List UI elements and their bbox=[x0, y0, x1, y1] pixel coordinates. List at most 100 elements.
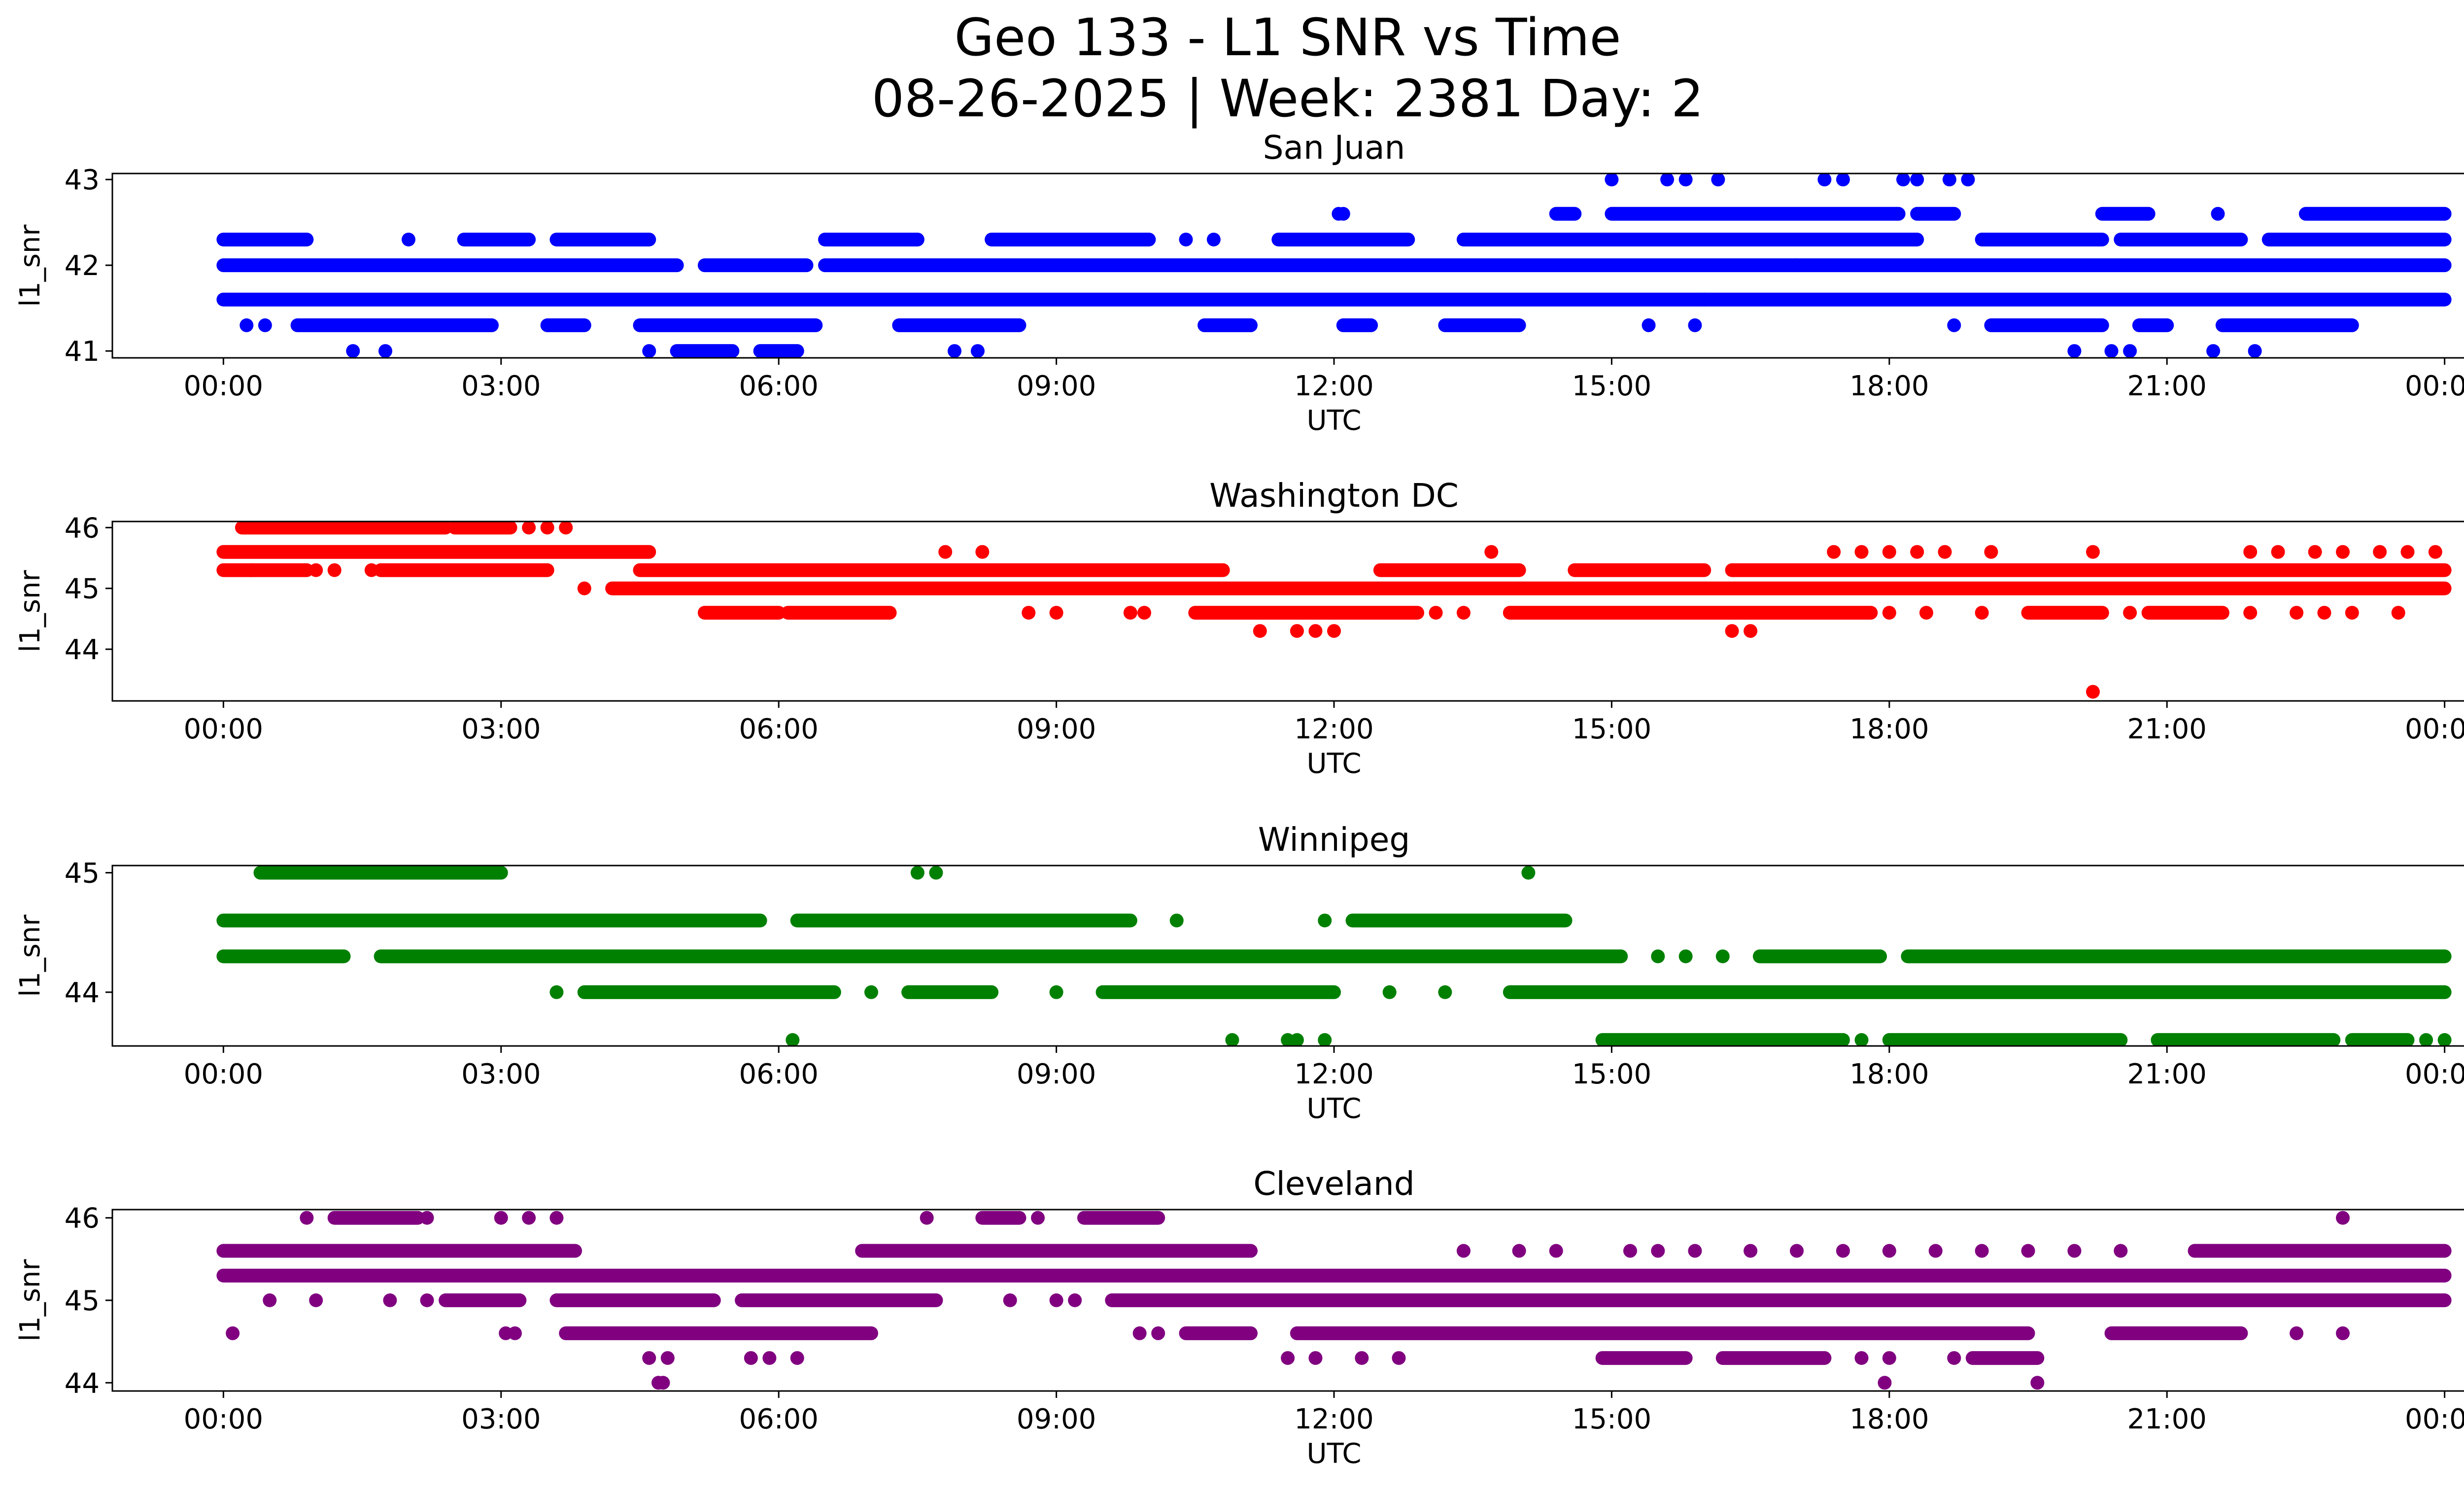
data-point bbox=[2419, 1033, 2433, 1046]
data-point bbox=[2243, 545, 2258, 559]
y-tick-label: 45 bbox=[65, 1285, 100, 1317]
scatter-points bbox=[216, 522, 2452, 699]
data-point bbox=[244, 563, 258, 577]
data-point bbox=[1392, 1351, 1406, 1365]
data-point bbox=[1003, 1293, 1017, 1307]
data-point bbox=[327, 563, 342, 577]
data-point bbox=[2400, 545, 2415, 559]
data-point bbox=[1678, 174, 1693, 187]
data-point bbox=[1456, 606, 1471, 620]
data-point bbox=[549, 985, 564, 999]
data-point bbox=[1123, 606, 1137, 620]
data-point bbox=[1928, 1244, 1943, 1258]
figure-title: Geo 133 - L1 SNR vs Time 08-26-2025 | We… bbox=[0, 7, 2464, 129]
data-point bbox=[1711, 174, 1725, 187]
data-point bbox=[1790, 1244, 1804, 1258]
figure-title-line-2: 08-26-2025 | Week: 2381 Day: 2 bbox=[871, 69, 1704, 129]
data-point bbox=[2123, 606, 2137, 620]
data-point bbox=[1725, 624, 1739, 638]
x-tick-label: 15:00 bbox=[1572, 370, 1651, 402]
x-tick-label: 06:00 bbox=[739, 713, 818, 745]
data-point bbox=[2104, 344, 2119, 358]
x-tick-label: 21:00 bbox=[2127, 1403, 2207, 1435]
data-point bbox=[1031, 1211, 1045, 1225]
data-point bbox=[383, 1293, 397, 1307]
data-point bbox=[1549, 1244, 1563, 1258]
data-point bbox=[1327, 624, 1341, 638]
data-point bbox=[1942, 174, 1956, 187]
data-point bbox=[378, 344, 393, 358]
data-point bbox=[938, 545, 953, 559]
data-point bbox=[1253, 624, 1267, 638]
data-point bbox=[226, 1326, 240, 1340]
data-point bbox=[929, 866, 943, 880]
x-tick-label: 15:00 bbox=[1572, 713, 1651, 745]
data-point bbox=[1132, 1326, 1147, 1340]
data-point bbox=[910, 866, 924, 880]
x-tick-label: 21:00 bbox=[2127, 1058, 2207, 1090]
y-axis-label: l1_snr bbox=[14, 224, 46, 307]
data-point bbox=[240, 318, 254, 332]
data-point bbox=[1456, 1244, 1471, 1258]
x-tick-label: 06:00 bbox=[739, 1058, 818, 1090]
data-point bbox=[1836, 1244, 1850, 1258]
x-tick-label: 15:00 bbox=[1572, 1058, 1651, 1090]
y-tick-label: 46 bbox=[65, 1203, 100, 1235]
data-point bbox=[1678, 949, 1693, 964]
panel-title: Winnipeg bbox=[1258, 821, 1410, 859]
data-point bbox=[2086, 685, 2100, 699]
x-tick-label: 00:00 bbox=[2405, 1403, 2464, 1435]
x-tick-label: 15:00 bbox=[1572, 1403, 1651, 1435]
data-point bbox=[1206, 232, 1221, 246]
data-point bbox=[1308, 1351, 1323, 1365]
data-point bbox=[2021, 1244, 2035, 1258]
data-point bbox=[263, 1293, 277, 1307]
data-point bbox=[1151, 1326, 1165, 1340]
data-point bbox=[1947, 318, 1961, 332]
data-point bbox=[1169, 913, 1184, 928]
data-point bbox=[2067, 344, 2082, 358]
y-tick-label: 45 bbox=[65, 858, 100, 890]
data-point bbox=[920, 1211, 934, 1225]
data-point bbox=[970, 344, 985, 358]
data-point bbox=[1975, 1244, 1989, 1258]
y-tick-label: 41 bbox=[65, 336, 100, 368]
scatter-points bbox=[216, 866, 2452, 1046]
y-axis-label: l1_snr bbox=[14, 1259, 46, 1342]
x-tick-label: 00:00 bbox=[184, 370, 263, 402]
data-point bbox=[2030, 1376, 2045, 1390]
data-point bbox=[1605, 174, 1619, 187]
x-tick-label: 12:00 bbox=[1294, 713, 1373, 745]
data-point bbox=[2123, 344, 2137, 358]
x-tick-label: 00:00 bbox=[184, 1403, 263, 1435]
x-axis-label: UTC bbox=[1306, 1438, 1361, 1470]
data-point bbox=[1882, 1351, 1896, 1365]
data-point bbox=[642, 344, 656, 358]
data-point bbox=[2373, 545, 2387, 559]
data-point bbox=[2308, 545, 2322, 559]
x-tick-label: 00:00 bbox=[2405, 1058, 2464, 1090]
data-point bbox=[1623, 1244, 1637, 1258]
x-tick-label: 06:00 bbox=[739, 1403, 818, 1435]
panel-winnipeg: Winnipeg 00:00 03:00 06:00 09:00 12:00 15:00 18… bbox=[14, 821, 2464, 1125]
y-tick-label: 43 bbox=[65, 164, 100, 196]
data-point bbox=[1896, 174, 1910, 187]
x-tick-label: 12:00 bbox=[1294, 370, 1373, 402]
data-point bbox=[2243, 606, 2258, 620]
data-point bbox=[1521, 866, 1536, 880]
data-point bbox=[1651, 1244, 1665, 1258]
data-point bbox=[1068, 1293, 1082, 1307]
data-point bbox=[309, 1293, 323, 1307]
data-point bbox=[522, 1211, 536, 1225]
x-tick-label: 18:00 bbox=[1849, 370, 1929, 402]
data-point bbox=[309, 563, 323, 577]
x-tick-label: 03:00 bbox=[461, 1058, 541, 1090]
data-point bbox=[1854, 1033, 1869, 1046]
data-point bbox=[2336, 1326, 2350, 1340]
data-point bbox=[1429, 606, 1443, 620]
x-tick-label: 09:00 bbox=[1017, 1058, 1096, 1090]
data-point bbox=[1336, 207, 1350, 221]
data-point bbox=[1910, 174, 1924, 187]
data-point bbox=[660, 1351, 675, 1365]
x-tick-label: 09:00 bbox=[1017, 370, 1096, 402]
